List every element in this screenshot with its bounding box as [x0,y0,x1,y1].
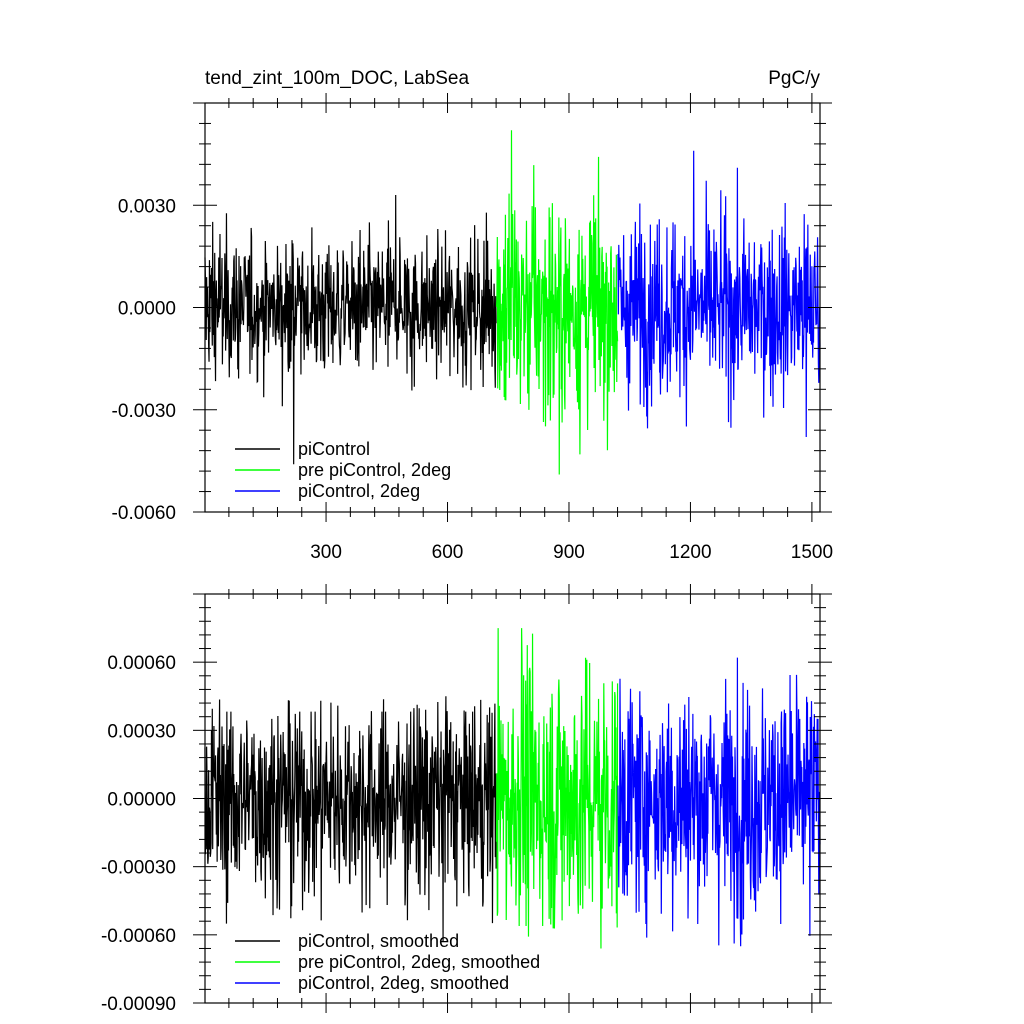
y-tick-label: -0.0030 [112,401,176,422]
y-tick-label: -0.00060 [101,926,176,947]
x-tick-label: 900 [553,542,585,563]
y-tick-label: 0.00060 [107,653,176,674]
bottom-panel: -0.00090 -0.00060 -0.00030 0.00000 0.00030 0.… [101,584,832,1015]
series-line-1 [204,195,497,465]
series-line-3 [617,150,821,438]
legend-label: pre piControl, 2deg, smoothed [298,952,540,972]
legend-label: piControl, 2deg [298,481,420,501]
y-tick-label: -0.00090 [101,994,176,1015]
top-panel: 300 600 900 1200 1500 -0.0060 -0.0030 0.0000 0.0… [112,93,833,563]
x-tick-label: 300 [310,542,342,563]
legend-label: piControl, 2deg, smoothed [298,973,509,993]
x-tick-label: 600 [432,542,464,563]
x-tick-label: 1500 [791,542,833,563]
y-tick-label: 0.0030 [118,196,176,217]
series-line-1 [204,696,497,942]
chart-title: tend_zint_100m_DOC, LabSea [205,68,469,89]
legend-label: pre piControl, 2deg [298,460,451,480]
y-tick-label: 0.00000 [107,790,176,811]
y-tick-label: 0.0000 [118,299,176,320]
series-line-2 [495,130,619,475]
legend-label: piControl, smoothed [298,931,459,951]
legend-label: piControl [298,439,370,459]
y-tick-label: 0.00030 [107,721,176,742]
series-line-2 [495,628,619,949]
units-label: PgC/y [768,68,820,89]
y-tick-label: -0.0060 [112,503,176,524]
x-tick-label: 1200 [669,542,711,563]
y-tick-label: -0.00030 [101,858,176,879]
series-line-3 [617,657,821,947]
